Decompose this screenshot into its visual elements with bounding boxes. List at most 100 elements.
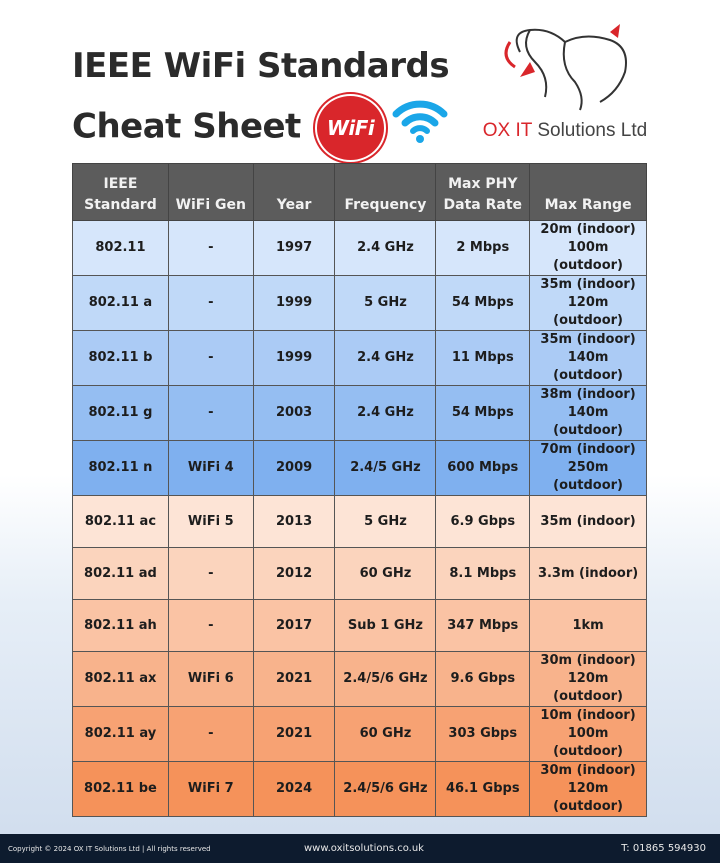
logo-text: OX IT Solutions Ltd (470, 120, 660, 142)
cell-data-rate: 9.6 Gbps (435, 651, 531, 707)
cell-data-rate: 303 Gbps (435, 706, 531, 762)
cell-data-rate: 6.9 Gbps (435, 495, 531, 548)
cell-frequency: 60 GHz (334, 706, 437, 762)
cell-standard: 802.11 ad (72, 547, 169, 600)
cell-range: 70m (indoor) 250m (outdoor) (529, 440, 647, 496)
cell-wifi-gen: - (167, 220, 254, 276)
cell-wifi-gen: WiFi 7 (167, 761, 254, 817)
cell-standard: 802.11 a (72, 275, 169, 331)
cell-wifi-gen: WiFi 5 (167, 495, 254, 548)
cell-range: 30m (indoor) 120m (outdoor) (529, 761, 647, 817)
cell-year: 2003 (252, 385, 336, 441)
cell-frequency: 60 GHz (334, 547, 437, 600)
cell-standard: 802.11 ay (72, 706, 169, 762)
cell-year: 2012 (252, 547, 336, 600)
cell-range: 35m (indoor) (529, 495, 647, 548)
cell-wifi-gen: WiFi 6 (167, 651, 254, 707)
page-title: IEEE WiFi Standards Cheat Sheet WiFi (72, 38, 450, 162)
cell-standard: 802.11 b (72, 330, 169, 386)
cell-year: 2013 (252, 495, 336, 548)
header-year: Year (252, 163, 336, 221)
cell-frequency: 5 GHz (334, 495, 437, 548)
cell-wifi-gen: - (167, 547, 254, 600)
cell-range: 10m (indoor) 100m (outdoor) (529, 706, 647, 762)
table-row: 802.11 ac WiFi 5 2013 5 GHz 6.9 Gbps 35m (ind… (72, 495, 647, 548)
table-row: 802.11 a -1999 5 GHz 54 Mbps 35m (indoor) 12… (72, 275, 647, 331)
table-row: 802.11 ax WiFi 6 2021 2.4/5/6 GHz 9.6 Gbps 30… (72, 651, 647, 707)
cell-range: 30m (indoor) 120m (outdoor) (529, 651, 647, 707)
cell-data-rate: 600 Mbps (435, 440, 531, 496)
cell-frequency: Sub 1 GHz (334, 599, 437, 652)
cell-year: 1997 (252, 220, 336, 276)
bull-icon (504, 24, 627, 111)
cell-year: 2024 (252, 761, 336, 817)
logo-brand: OX IT (482, 120, 533, 141)
cell-frequency: 2.4/5 GHz (334, 440, 437, 496)
cell-year: 2017 (252, 599, 336, 652)
cell-standard: 802.11 be (72, 761, 169, 817)
cell-wifi-gen: WiFi 4 (167, 440, 254, 496)
cell-standard: 802.11 ax (72, 651, 169, 707)
cell-data-rate: 54 Mbps (435, 275, 531, 331)
cell-data-rate: 347 Mbps (435, 599, 531, 652)
cell-data-rate: 8.1 Mbps (435, 547, 531, 600)
footer: Copyright © 2024 OX IT Solutions Ltd | A… (0, 834, 720, 863)
wifi-badge-logo: WiFi (314, 94, 387, 162)
cell-wifi-gen: - (167, 706, 254, 762)
title-line-2: Cheat Sheet WiFi (72, 94, 449, 162)
table-row: 802.11-1997 2.4 GHz 2 Mbps 20m (indoor) 100… (72, 220, 647, 276)
table-row: 802.11 be WiFi 7 2024 2.4/5/6 GHz 46.1 Gbps 3… (72, 761, 647, 817)
wifi-signal-icon (392, 96, 448, 161)
cell-year: 1999 (252, 275, 336, 331)
cell-frequency: 2.4 GHz (334, 385, 437, 441)
logo-rest: Solutions Ltd (532, 120, 648, 141)
title-line-2-text: Cheat Sheet (72, 106, 301, 147)
cell-wifi-gen: - (167, 330, 254, 386)
cell-standard: 802.11 ah (72, 599, 169, 652)
table-row: 802.11 n WiFi 4 2009 2.4/5 GHz 600 Mbps 70m (… (72, 440, 647, 496)
table-row: 802.11 ah -2017 Sub 1 GHz 347 Mbps 1km (72, 599, 647, 652)
cell-year: 1999 (252, 330, 336, 386)
table-row: 802.11 b -1999 2.4 GHz 11 Mbps 35m (indoor) … (72, 330, 647, 386)
cell-data-rate: 46.1 Gbps (435, 761, 531, 817)
table-row: 802.11 ay -2021 60 GHz 303 Gbps 10m (indoor)… (72, 706, 647, 762)
cell-year: 2021 (252, 651, 336, 707)
header-wifi-gen: WiFi Gen (167, 163, 254, 221)
header-data-rate: Max PHY Data Rate (435, 163, 531, 221)
cell-range: 35m (indoor) 140m (outdoor) (529, 330, 647, 386)
table-row: 802.11 ad -2012 60 GHz 8.1 Mbps 3.3m (indoor… (72, 547, 647, 600)
header-standard: IEEE Standard (72, 163, 169, 221)
cell-frequency: 2.4/5/6 GHz (334, 761, 437, 817)
cell-frequency: 2.4 GHz (334, 330, 437, 386)
cell-frequency: 2.4 GHz (334, 220, 437, 276)
cell-range: 20m (indoor) 100m (outdoor) (529, 220, 647, 276)
cell-standard: 802.11 ac (72, 495, 169, 548)
table-header-row: IEEE Standard WiFi Gen Year Frequency Max PH… (72, 163, 647, 221)
cell-data-rate: 2 Mbps (435, 220, 531, 276)
footer-website[interactable]: www.oxitsolutions.co.uk (304, 843, 424, 854)
wifi-standards-table: IEEE Standard WiFi Gen Year Frequency Max PH… (72, 163, 647, 817)
cell-year: 2009 (252, 440, 336, 496)
footer-phone: T: 01865 594930 (621, 843, 706, 854)
cell-wifi-gen: - (167, 275, 254, 331)
cell-range: 1km (529, 599, 647, 652)
header-range: Max Range (529, 163, 647, 221)
title-line-1: IEEE WiFi Standards (72, 46, 450, 86)
company-logo: OX IT Solutions Ltd (470, 22, 660, 142)
cell-data-rate: 11 Mbps (435, 330, 531, 386)
cell-range: 3.3m (indoor) (529, 547, 647, 600)
cell-frequency: 2.4/5/6 GHz (334, 651, 437, 707)
cell-range: 35m (indoor) 120m (outdoor) (529, 275, 647, 331)
cell-range: 38m (indoor) 140m (outdoor) (529, 385, 647, 441)
cell-data-rate: 54 Mbps (435, 385, 531, 441)
cell-standard: 802.11 n (72, 440, 169, 496)
cell-wifi-gen: - (167, 599, 254, 652)
cell-frequency: 5 GHz (334, 275, 437, 331)
header-frequency: Frequency (334, 163, 437, 221)
footer-copyright: Copyright © 2024 OX IT Solutions Ltd | A… (8, 845, 211, 853)
table-row: 802.11 g -2003 2.4 GHz 54 Mbps 38m (indoor) … (72, 385, 647, 441)
cell-year: 2021 (252, 706, 336, 762)
cell-standard: 802.11 (72, 220, 169, 276)
cell-wifi-gen: - (167, 385, 254, 441)
cell-standard: 802.11 g (72, 385, 169, 441)
